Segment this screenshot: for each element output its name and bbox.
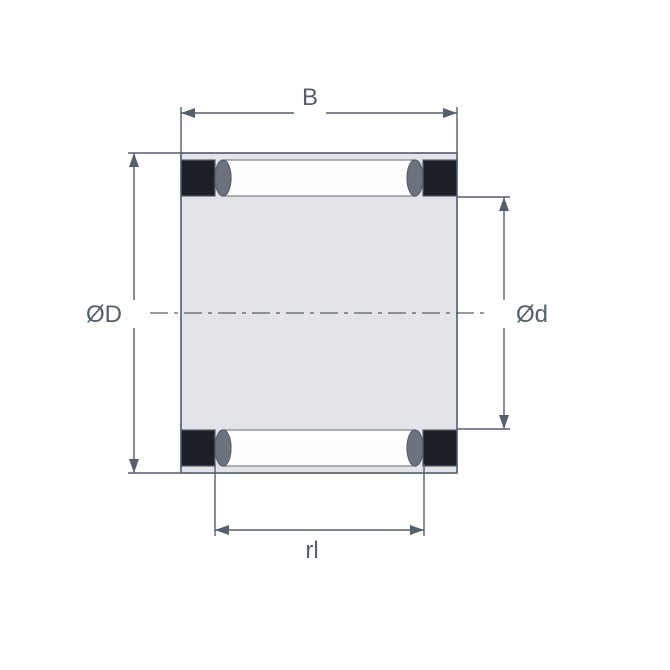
roller-cap-right	[407, 160, 423, 196]
roller-cap-left	[215, 430, 231, 466]
bearing-section-diagram: Brl ØD Ød	[0, 0, 670, 670]
roller-cap-left	[215, 160, 231, 196]
dim-label-B: B	[302, 84, 318, 111]
dim-label-d: Ød	[516, 301, 548, 328]
roller-cap-right	[407, 430, 423, 466]
dim-label-D: ØD	[86, 301, 122, 328]
dim-label-rl: rl	[305, 537, 318, 564]
